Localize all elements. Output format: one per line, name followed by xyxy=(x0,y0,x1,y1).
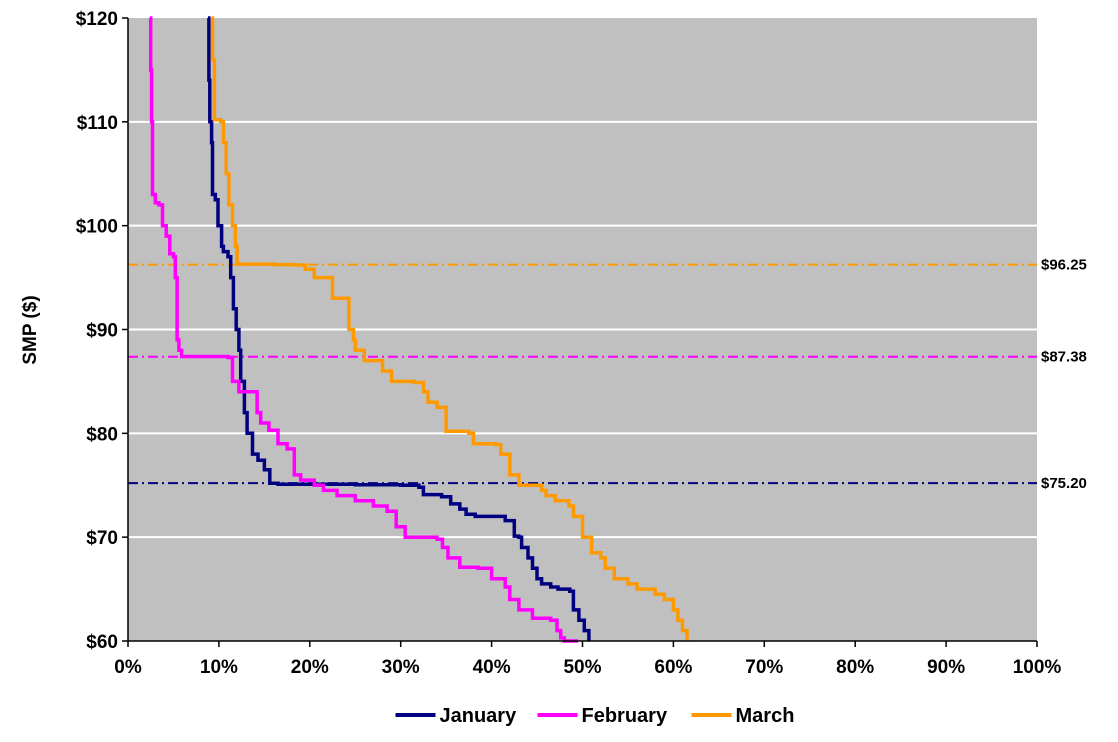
x-tick-label: 60% xyxy=(654,657,692,678)
y-tick-label: $120 xyxy=(76,9,118,30)
x-tick-label: 80% xyxy=(836,657,874,678)
x-tick-label: 20% xyxy=(291,657,329,678)
legend: January February March xyxy=(395,705,795,727)
y-axis-label: SMP ($) xyxy=(20,295,41,364)
x-tick-label: 90% xyxy=(927,657,965,678)
x-tick-labels: 0% 10% 20% 30% 40% 50% 60% 70% 80% 90% 100% xyxy=(114,641,1061,678)
legend-label-february: February xyxy=(582,705,668,727)
x-tick-label: 30% xyxy=(382,657,420,678)
series-lines xyxy=(148,16,689,643)
y-tick-label: $110 xyxy=(77,113,118,134)
x-tick-label: 10% xyxy=(200,657,238,678)
series-line-march xyxy=(210,16,689,641)
reference-label: $96.25 xyxy=(1041,257,1087,274)
reference-label: $87.38 xyxy=(1041,349,1087,366)
y-tick-labels: $60 $70 $80 $90 $100 $110 $120 xyxy=(76,9,128,653)
y-tick-label: $80 xyxy=(86,424,118,445)
reference-label: $75.20 xyxy=(1041,475,1087,492)
series-line-january xyxy=(207,16,591,641)
x-tick-label: 100% xyxy=(1013,657,1062,678)
reference-lines xyxy=(128,263,1037,485)
y-tick-label: $60 xyxy=(86,632,118,653)
x-tick-label: 0% xyxy=(114,657,142,678)
x-tick-label: 50% xyxy=(563,657,601,678)
legend-label-january: January xyxy=(440,705,518,727)
reference-labels: $96.25 $87.38 $75.20 xyxy=(1041,257,1087,493)
x-tick-label: 40% xyxy=(473,657,511,678)
legend-label-march: March xyxy=(736,705,795,727)
y-tick-label: $90 xyxy=(86,321,118,342)
y-tick-label: $70 xyxy=(86,528,118,549)
series-line-february xyxy=(148,16,578,643)
x-tick-label: 70% xyxy=(745,657,783,678)
y-tick-label: $100 xyxy=(76,217,118,238)
